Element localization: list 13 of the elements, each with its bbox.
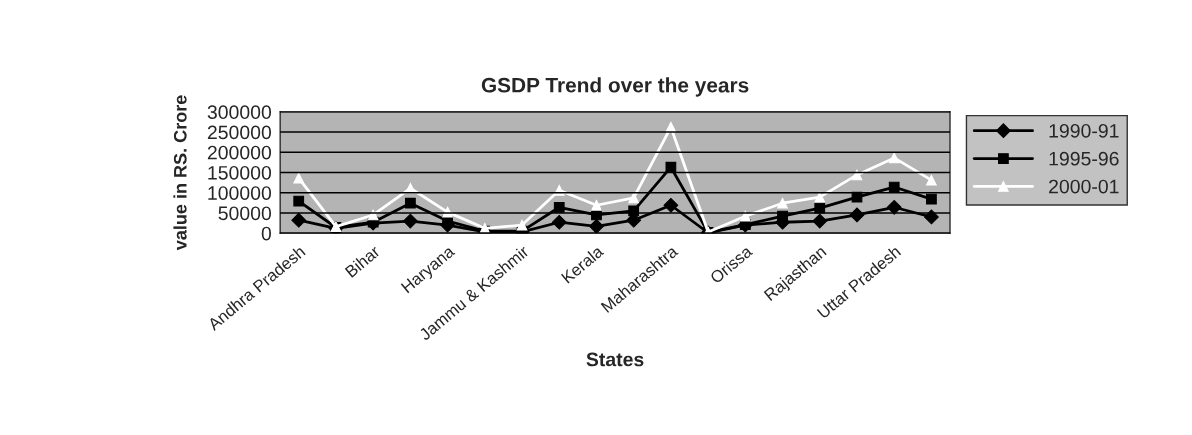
y-tick-label: 50000: [218, 206, 272, 221]
chart-title: GSDP Trend over the years: [481, 77, 749, 97]
y-tick-label: 0: [261, 226, 272, 241]
y-tick-label: 300000: [207, 105, 272, 120]
y-tick-label: 200000: [207, 145, 272, 160]
legend-label: 1995-96: [1049, 151, 1119, 166]
y-tick-label: 100000: [208, 186, 272, 200]
x-axis-title: States: [586, 352, 644, 367]
y-tick-label: 250000: [207, 125, 272, 140]
y-tick-label: 150000: [208, 165, 272, 180]
legend-label: 1990-91: [1049, 123, 1119, 138]
y-axis-title: value in RS. Crore: [173, 95, 187, 251]
legend-label: 2000-01: [1049, 179, 1119, 194]
